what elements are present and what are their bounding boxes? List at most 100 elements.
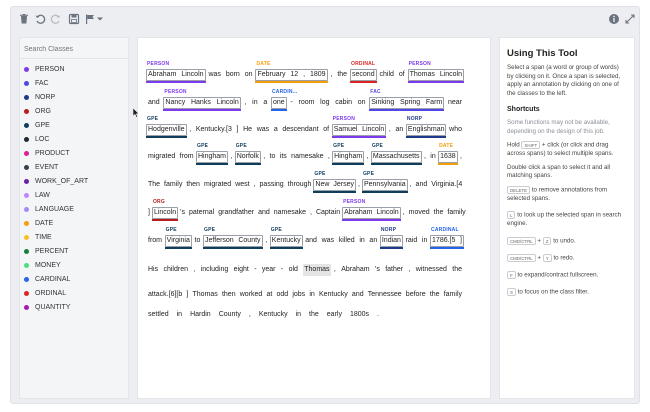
- token[interactable]: ,: [310, 209, 312, 216]
- token[interactable]: and: [415, 181, 428, 188]
- token[interactable]: Indian: [381, 237, 401, 244]
- token[interactable]: and: [258, 209, 270, 216]
- token[interactable]: ,: [230, 153, 233, 160]
- token[interactable]: Nancy: [165, 99, 186, 106]
- token[interactable]: Norfolk: [236, 153, 259, 160]
- token[interactable]: ,: [402, 209, 405, 216]
- annotation-span[interactable]: GPE: [203, 227, 263, 249]
- token[interactable]: born: [225, 71, 240, 78]
- class-item-gpe[interactable]: GPE: [20, 118, 128, 132]
- class-item-percent[interactable]: PERCENT: [20, 244, 128, 258]
- token[interactable]: ,: [327, 153, 330, 160]
- token[interactable]: the: [433, 209, 444, 216]
- annotation-span[interactable]: GPE: [269, 227, 303, 249]
- save-icon[interactable]: [67, 12, 81, 26]
- token[interactable]: in: [359, 237, 365, 244]
- token[interactable]: Lincoln: [439, 71, 462, 78]
- token[interactable]: migrated: [203, 181, 232, 188]
- token[interactable]: descendant: [282, 126, 319, 133]
- token[interactable]: ,: [460, 153, 462, 160]
- token[interactable]: log: [320, 99, 330, 106]
- token[interactable]: then: [186, 181, 200, 188]
- token[interactable]: ,: [333, 266, 336, 273]
- token[interactable]: the: [309, 311, 319, 318]
- token[interactable]: in: [295, 311, 302, 318]
- annotation-span[interactable]: PERSON: [342, 199, 401, 221]
- class-item-event[interactable]: EVENT: [20, 160, 128, 174]
- token[interactable]: a: [263, 99, 268, 106]
- token[interactable]: He: [243, 126, 253, 133]
- token[interactable]: from: [179, 153, 194, 160]
- class-item-money[interactable]: MONEY: [20, 258, 128, 272]
- annotation-span[interactable]: FAC: [369, 89, 445, 111]
- token[interactable]: killed: [338, 237, 355, 244]
- token[interactable]: paternal: [188, 209, 215, 216]
- fullscreen-icon[interactable]: [623, 12, 637, 26]
- token[interactable]: ,: [366, 153, 369, 160]
- annotation-span[interactable]: ORG: [151, 199, 179, 221]
- token[interactable]: through: [287, 181, 312, 188]
- token[interactable]: west: [235, 181, 250, 188]
- token[interactable]: Lincoln: [376, 209, 399, 216]
- token[interactable]: was: [256, 126, 270, 133]
- token[interactable]: Hingham: [334, 153, 363, 160]
- info-icon[interactable]: [607, 12, 621, 26]
- annotation-span[interactable]: PERSON: [146, 61, 206, 83]
- annotation-span[interactable]: GPE: [195, 143, 228, 165]
- class-item-date[interactable]: DATE: [20, 216, 128, 230]
- token[interactable]: Thomas: [409, 71, 435, 78]
- token[interactable]: moved: [408, 209, 430, 216]
- token[interactable]: Thomas: [192, 291, 218, 298]
- token[interactable]: Hanks: [190, 99, 211, 106]
- class-item-work-of-art[interactable]: WORK_OF_ART: [20, 174, 128, 188]
- token[interactable]: ,: [388, 126, 391, 133]
- annotation-span[interactable]: NORP: [405, 116, 447, 138]
- token[interactable]: Kentucky: [318, 291, 348, 298]
- token[interactable]: -: [290, 99, 293, 106]
- annotation-span[interactable]: CARDIN...: [270, 89, 297, 111]
- token[interactable]: old: [288, 266, 298, 273]
- token[interactable]: Lincoln: [216, 99, 239, 106]
- class-item-loc[interactable]: LOC: [20, 132, 128, 146]
- token[interactable]: raid: [405, 237, 418, 244]
- token[interactable]: New: [315, 181, 330, 188]
- flag-icon[interactable]: [83, 12, 97, 26]
- token[interactable]: in: [252, 99, 258, 106]
- token[interactable]: in: [309, 291, 315, 298]
- token[interactable]: odd: [276, 291, 289, 298]
- token[interactable]: passing: [259, 181, 284, 188]
- token[interactable]: Virginia: [166, 237, 190, 244]
- class-item-org[interactable]: ORG: [20, 104, 128, 118]
- undo-icon[interactable]: [33, 12, 47, 26]
- selected-token[interactable]: Thomas: [303, 264, 331, 276]
- class-item-ordinal[interactable]: ORDINAL: [20, 286, 128, 300]
- annotation-span[interactable]: GPE: [361, 171, 408, 193]
- token[interactable]: ]: [236, 126, 239, 133]
- annotation-span[interactable]: GPE: [332, 143, 365, 165]
- token[interactable]: ,: [263, 153, 266, 160]
- token[interactable]: February: [257, 71, 286, 78]
- annotation-span[interactable]: GPE: [164, 227, 192, 249]
- token[interactable]: Spring: [399, 99, 421, 106]
- token[interactable]: and: [148, 99, 160, 106]
- token[interactable]: of: [323, 126, 330, 133]
- token[interactable]: and: [305, 237, 317, 244]
- annotation-span[interactable]: GPE: [234, 143, 261, 165]
- token[interactable]: one: [272, 99, 285, 106]
- token[interactable]: namesake: [291, 153, 324, 160]
- token[interactable]: eight: [233, 266, 249, 273]
- token[interactable]: ,: [423, 153, 426, 160]
- token[interactable]: early: [326, 311, 342, 318]
- token[interactable]: father: [385, 266, 404, 273]
- token[interactable]: County: [218, 311, 241, 318]
- token[interactable]: Sinking: [371, 99, 395, 106]
- token[interactable]: the: [337, 71, 348, 78]
- token[interactable]: ,: [248, 311, 251, 318]
- token[interactable]: Hodgenville: [148, 126, 185, 133]
- annotation-span[interactable]: ORDINAL: [350, 61, 377, 83]
- token[interactable]: ,: [303, 71, 306, 78]
- class-item-product[interactable]: PRODUCT: [20, 146, 128, 160]
- token[interactable]: was: [208, 71, 221, 78]
- token[interactable]: ,: [193, 266, 196, 273]
- token[interactable]: room: [298, 99, 315, 106]
